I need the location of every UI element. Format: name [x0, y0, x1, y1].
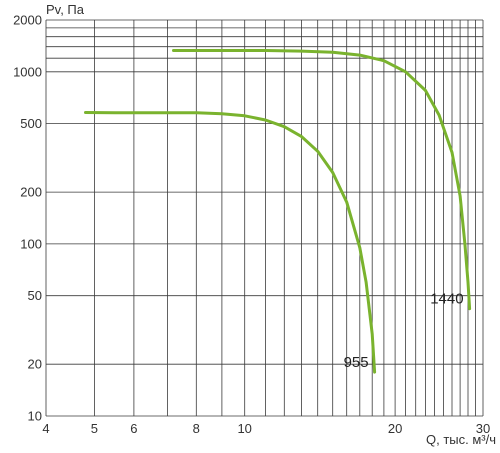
series-label-955: 955	[344, 354, 369, 371]
y-tick-label: 200	[20, 185, 42, 200]
y-tick-label: 1000	[13, 64, 42, 79]
x-tick-label: 8	[193, 421, 200, 436]
series: 955 1440	[84, 49, 472, 374]
series-line-955	[84, 111, 377, 374]
y-tick-label: 20	[28, 357, 42, 372]
x-tick-label: 20	[388, 421, 402, 436]
y-tick-label: 50	[28, 288, 42, 303]
grid	[45, 19, 484, 417]
y-tick-label: 100	[20, 236, 42, 251]
series-label-1440: 1440	[430, 291, 463, 308]
x-tick-label: 5	[91, 421, 98, 436]
y-tick-label: 500	[20, 116, 42, 131]
y-tick-label: 2000	[13, 13, 42, 28]
tick-labels: 10 20 50 100 200 500 1000 2000 4 5 6 8 10 20 30	[13, 13, 490, 437]
x-tick-label: 4	[42, 421, 49, 436]
y-axis-title: Pv, Па	[46, 2, 85, 17]
y-tick-label: 10	[28, 409, 42, 424]
x-tick-label: 10	[237, 421, 251, 436]
x-tick-label: 30	[476, 421, 490, 436]
x-tick-label: 6	[130, 421, 137, 436]
x-axis-title: Q, тыс. м³/ч	[426, 432, 496, 447]
series-line-1440	[172, 49, 472, 311]
